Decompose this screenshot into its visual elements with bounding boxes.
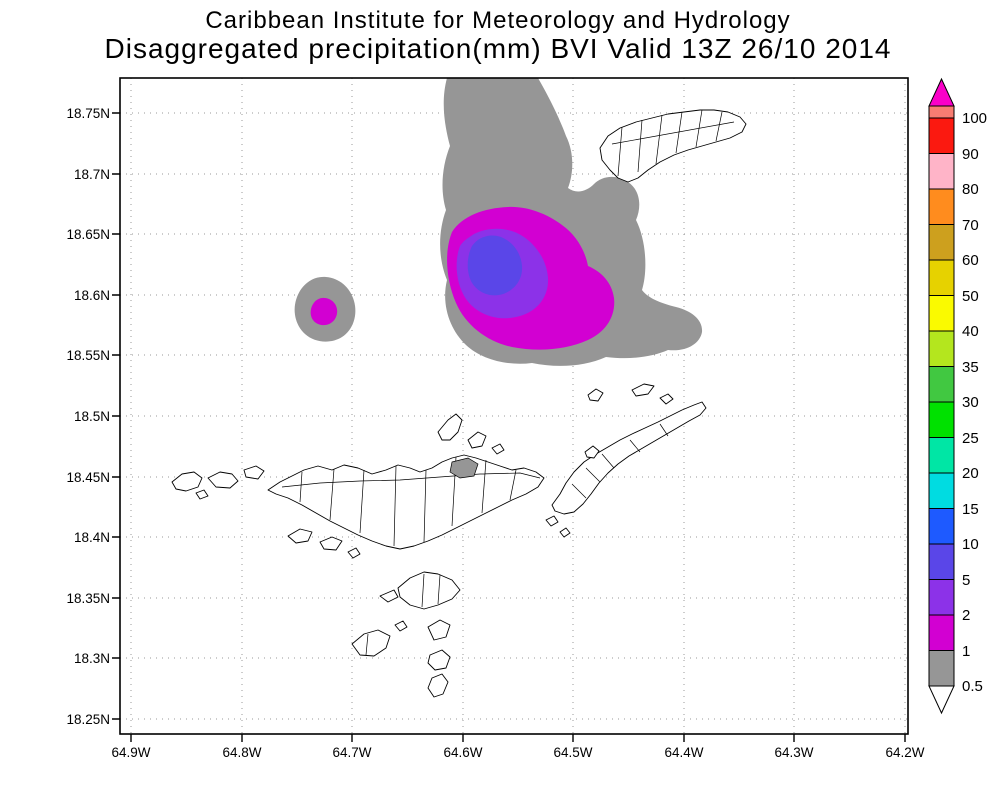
y-tick-label: 18.25N xyxy=(66,712,110,727)
island-west-cluster xyxy=(171,465,265,500)
colorbar-label: 20 xyxy=(962,465,979,482)
colorbar-band xyxy=(928,153,955,190)
y-tick-label: 18.3N xyxy=(74,651,110,666)
colorbar-label: 60 xyxy=(962,252,979,269)
colorbar-label: 5 xyxy=(962,572,970,589)
coastlines xyxy=(171,109,747,698)
colorbar-label: 80 xyxy=(962,181,979,198)
colorbar-bottom-arrow xyxy=(928,685,955,715)
precip-band1-west xyxy=(310,297,338,326)
x-tick-label: 64.6W xyxy=(443,745,482,760)
colorbar-label: 2 xyxy=(962,607,970,624)
colorbar-label: 50 xyxy=(962,288,979,305)
colorbar-label: 10 xyxy=(962,536,979,553)
island-dogs xyxy=(584,383,674,459)
colorbar-label: 15 xyxy=(962,501,979,518)
y-tick-label: 18.6N xyxy=(74,288,110,303)
colorbar-label: 1 xyxy=(962,643,970,660)
colorbar-band xyxy=(928,366,955,403)
y-tick-label: 18.4N xyxy=(74,530,110,545)
plot-frame xyxy=(119,77,909,735)
island-east-cays xyxy=(545,515,571,538)
island-southwest-cays xyxy=(287,528,361,559)
cells-anegada xyxy=(611,109,735,177)
colorbar-band xyxy=(928,330,955,367)
precip-band5-core xyxy=(467,235,523,296)
colorbar-top-arrow xyxy=(928,77,955,107)
colorbar-band xyxy=(928,105,955,119)
axis-tick-marks xyxy=(112,112,906,742)
colorbar-label: 70 xyxy=(962,217,979,234)
cells-south-islands xyxy=(365,573,441,656)
x-tick-label: 64.8W xyxy=(222,745,261,760)
colorbar-band xyxy=(928,614,955,651)
y-axis-labels: 18.75N 18.7N 18.65N 18.6N 18.55N 18.5N 1… xyxy=(66,106,110,727)
colorbar-label: 40 xyxy=(962,323,979,340)
colorbar-label: 25 xyxy=(962,430,979,447)
precip-shading xyxy=(294,78,703,366)
cells-virgin-gorda xyxy=(571,423,669,499)
colorbar-label: 90 xyxy=(962,146,979,163)
x-tick-label: 64.5W xyxy=(553,745,592,760)
colorbar-band xyxy=(928,295,955,332)
colorbar-band xyxy=(928,472,955,509)
y-tick-label: 18.55N xyxy=(66,348,110,363)
colorbar-band xyxy=(928,579,955,616)
watershed-cells xyxy=(281,109,735,656)
y-tick-label: 18.5N xyxy=(74,409,110,424)
page-title: Caribbean Institute for Meteorology and … xyxy=(205,7,790,34)
x-axis-labels: 64.9W 64.8W 64.7W 64.6W 64.5W 64.4W 64.3… xyxy=(111,745,924,760)
x-tick-label: 64.4W xyxy=(664,745,703,760)
colorbar-band xyxy=(928,543,955,580)
x-tick-label: 64.7W xyxy=(332,745,371,760)
colorbar-band xyxy=(928,401,955,438)
island-salt-cooper xyxy=(394,619,451,698)
colorbar-band xyxy=(928,259,955,296)
y-tick-label: 18.75N xyxy=(66,106,110,121)
colorbar-band xyxy=(928,650,955,687)
y-tick-label: 18.45N xyxy=(66,470,110,485)
island-norman xyxy=(351,629,391,657)
y-tick-label: 18.65N xyxy=(66,227,110,242)
colorbar-label: 30 xyxy=(962,394,979,411)
y-tick-label: 18.7N xyxy=(74,167,110,182)
colorbar-band xyxy=(928,224,955,261)
colorbar-band xyxy=(928,117,955,154)
island-anegada xyxy=(599,109,747,183)
colorbar-band xyxy=(928,437,955,474)
x-tick-label: 64.9W xyxy=(111,745,150,760)
colorbar: 100 90 80 70 60 50 40 35 30 25 20 15 10 … xyxy=(928,77,987,715)
x-tick-label: 64.3W xyxy=(774,745,813,760)
cells-tortola xyxy=(281,456,541,547)
x-tick-label: 64.2W xyxy=(885,745,924,760)
y-tick-label: 18.35N xyxy=(66,591,110,606)
island-virgin-gorda-chain xyxy=(551,401,707,515)
colorbar-label: 0.5 xyxy=(962,678,983,695)
island-tortola xyxy=(267,454,545,550)
precip-trace-tortola-cell xyxy=(449,457,479,479)
colorbar-label: 35 xyxy=(962,359,979,376)
colorbar-band xyxy=(928,508,955,545)
island-camanoe-guana xyxy=(437,413,505,455)
page-subtitle: Disaggregated precipitation(mm) BVI Vali… xyxy=(105,33,892,64)
colorbar-label: 100 xyxy=(962,110,987,127)
colorbar-band xyxy=(928,188,955,225)
island-peter xyxy=(379,571,461,610)
